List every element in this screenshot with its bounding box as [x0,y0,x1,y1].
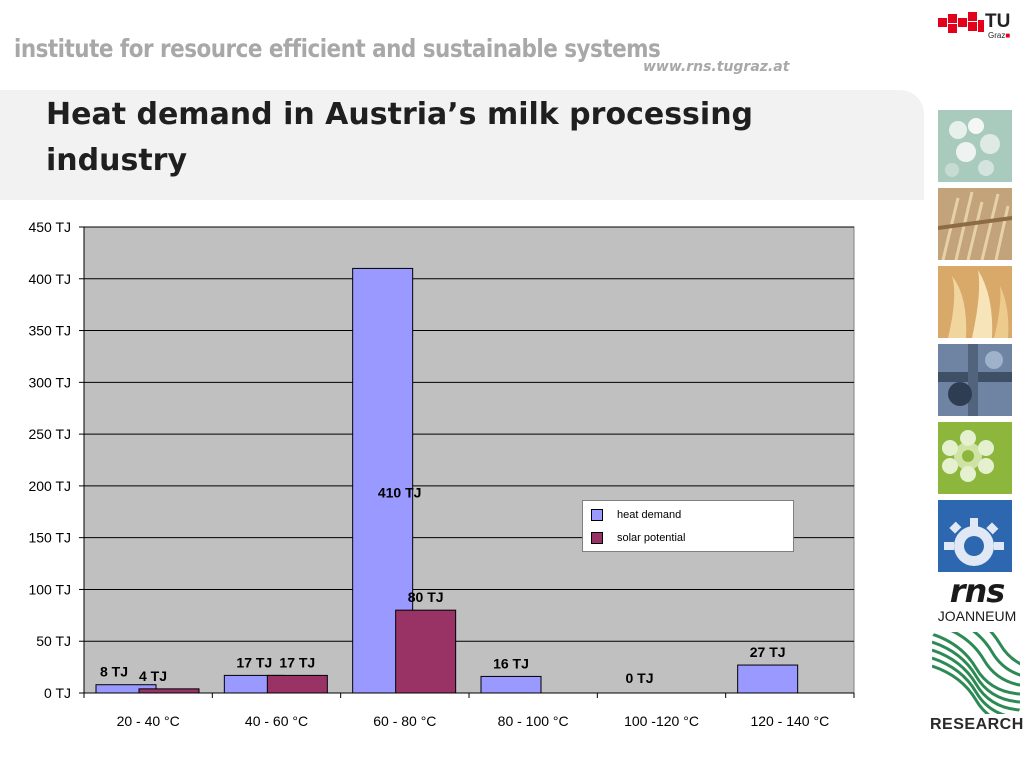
x-tick-label: 60 - 80 °C [373,713,436,729]
gear-icon [938,500,1012,572]
legend-swatch-solar-potential [591,532,603,544]
x-tick-label: 120 - 140 °C [750,713,829,729]
institute-name: institute for resource efficient and sus… [14,34,661,63]
research-text: RESEARCH [930,716,1024,733]
graz-text: Graz■ [988,31,1011,40]
data-label: 8 TJ [100,664,128,680]
y-tick-label: 250 TJ [28,426,71,442]
bar-solar-potential [138,688,200,694]
x-tick-label: 20 - 40 °C [117,713,180,729]
flames-image [938,266,1012,338]
y-tick-label: 100 TJ [28,581,71,597]
data-label: 80 TJ [408,589,444,605]
milk-bottles-image [938,110,1012,182]
joanneum-text: JOANNEUM [937,608,1017,624]
legend-label-solar-potential: solar potential [617,532,686,544]
data-label: 4 TJ [139,668,167,684]
data-label: 410 TJ [378,485,422,501]
plot-area [83,226,855,694]
bar-heat-demand [480,675,542,694]
chart-container: 0 TJ 50 TJ 100 TJ 150 TJ 200 TJ 250 TJ 300 TJ 3… [0,200,924,768]
data-label: 17 TJ [236,654,272,670]
heat-demand-chart: 0 TJ 50 TJ 100 TJ 150 TJ 200 TJ 250 TJ 300 TJ 3… [28,219,855,729]
legend-label-heat-demand: heat demand [617,509,682,521]
y-tick-label: 50 TJ [36,633,71,649]
joanneum-research-emblem [932,632,1020,714]
legend-item-heat-demand: heat demand [591,507,681,523]
y-tick-label: 350 TJ [28,323,71,339]
tu-text: TU [985,11,1011,32]
y-tick-label: 450 TJ [28,219,71,235]
flower-pattern-image [938,422,1012,494]
data-label: 0 TJ [625,670,653,686]
title-band [0,90,924,200]
x-tick-label: 100 -120 °C [624,713,699,729]
bar-solar-potential [266,674,328,694]
x-tick-label: 80 - 100 °C [498,713,569,729]
legend-item-solar-potential: solar potential [591,530,686,546]
pipes-valves-image [938,344,1012,416]
wheat-field-image [938,188,1012,260]
data-label: 16 TJ [493,655,529,671]
y-tick-label: 300 TJ [28,374,71,390]
chart-legend: heat demand solar potential [582,500,794,552]
rns-joanneum-logo: rns JOANNEUM [932,574,1022,624]
website-url[interactable]: www.rns.tugraz.at [643,59,790,75]
rns-text: rns [949,572,1006,610]
bar-solar-potential [395,609,457,694]
page-title: Heat demand in Austria’s milk processing… [46,97,754,178]
data-label: 17 TJ [279,654,315,670]
header: institute for resource efficient and sus… [0,0,1024,92]
tu-graz-logo [938,12,984,33]
y-tick-label: 200 TJ [28,478,71,494]
data-label: 27 TJ [750,644,786,660]
y-tick-label: 150 TJ [28,530,71,546]
y-tick-label: 0 TJ [44,685,71,701]
x-tick-label: 40 - 60 °C [245,713,308,729]
y-tick-label: 400 TJ [28,271,71,287]
legend-swatch-heat-demand [591,509,603,521]
bar-heat-demand [737,664,799,694]
